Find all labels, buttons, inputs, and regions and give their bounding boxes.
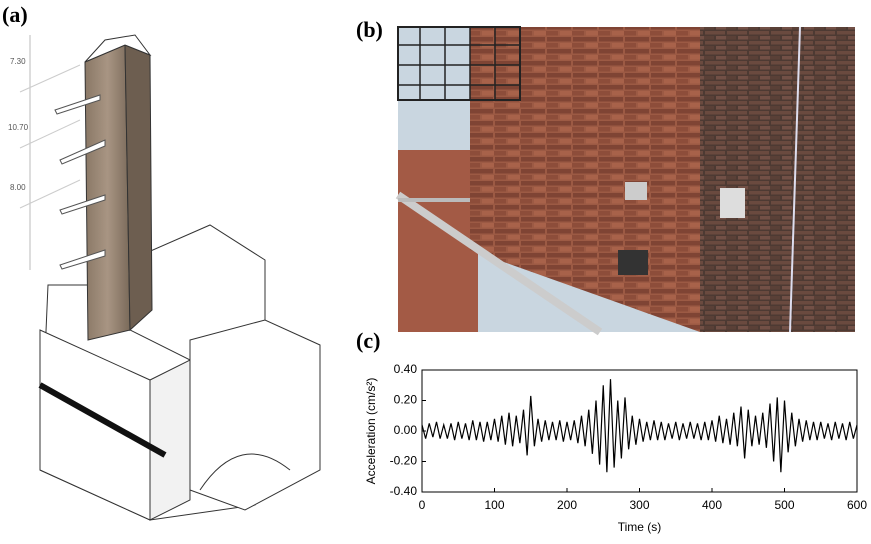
y-axis-label: Acceleration (cm/s²): [364, 378, 378, 485]
plot-frame: [422, 370, 857, 492]
dimension-label: 8.00: [10, 183, 26, 192]
dimension-label: 10.70: [8, 123, 29, 132]
x-tick-label: 200: [557, 498, 577, 512]
photo: [398, 27, 855, 332]
x-tick-label: 500: [774, 498, 794, 512]
panel-label: (b): [356, 17, 383, 42]
x-tick-label: 0: [419, 498, 426, 512]
illustration: [20, 35, 320, 520]
x-tick-label: 400: [702, 498, 722, 512]
y-tick-label: -0.40: [390, 484, 418, 498]
signal-line: [422, 379, 857, 472]
chart: 0.40 0.20 0.00 -0.20 -0.400 100 200 300 400 500 60…: [364, 362, 867, 534]
figure: (a) (b) (c) 7.30 10.70 8.00 0.40 0.20 0.00…: [0, 0, 871, 544]
dimension-label: 7.30: [10, 57, 26, 66]
x-tick-label: 300: [629, 498, 649, 512]
panel-label: (c): [356, 328, 380, 353]
x-tick-label: 600: [847, 498, 867, 512]
x-tick-label: 100: [484, 498, 504, 512]
y-tick-label: 0.40: [394, 362, 418, 376]
page: (a) (b) (c) 7.30 10.70 8.00 0.40 0.20 0.00…: [0, 0, 871, 544]
panel-label: (a): [2, 2, 28, 27]
y-tick-label: 0.20: [394, 393, 418, 407]
y-tick-label: -0.20: [390, 454, 418, 468]
y-tick-label: 0.00: [394, 423, 418, 437]
x-axis-label: Time (s): [618, 520, 662, 534]
